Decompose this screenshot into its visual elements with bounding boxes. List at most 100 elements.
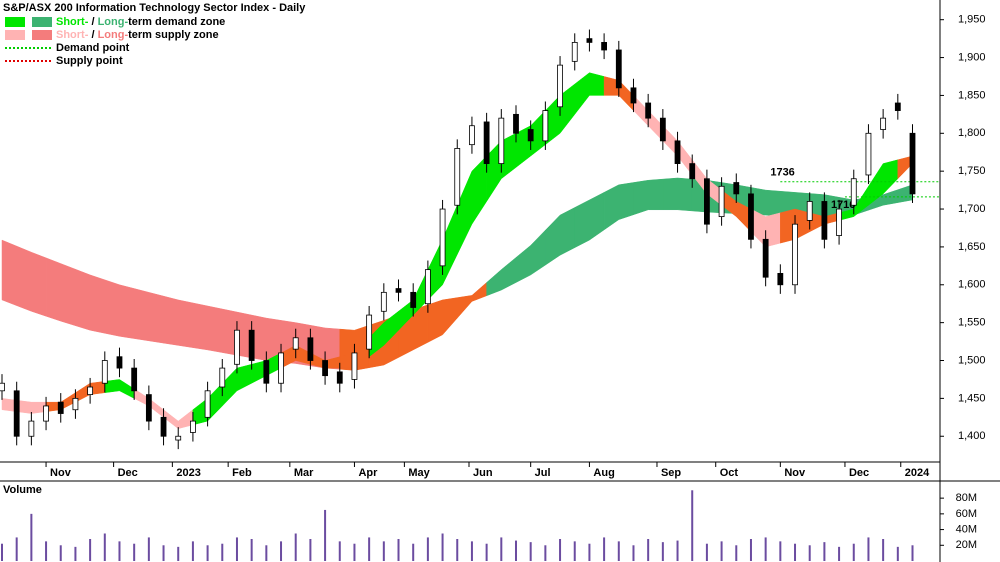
volume-bar — [852, 543, 855, 561]
volume-title: Volume — [3, 484, 42, 496]
candle-body — [101, 360, 108, 384]
candle-body — [674, 140, 681, 164]
candle-body — [160, 416, 167, 437]
volume-bar — [338, 541, 341, 561]
legend-part: / — [88, 16, 97, 28]
candle-body — [909, 132, 916, 195]
long-term-zone — [45, 257, 76, 327]
y-tick-label: 1,850 — [958, 89, 986, 101]
volume-bar — [485, 543, 488, 561]
x-tick-label: Jun — [473, 467, 493, 479]
candle-body — [116, 356, 123, 369]
reference-label: 1736 — [770, 167, 794, 179]
y-tick-label: 1,750 — [958, 165, 986, 177]
candle-body — [322, 360, 328, 377]
candle-body — [424, 269, 431, 305]
candle-body — [292, 337, 299, 350]
volume-bar — [911, 545, 914, 561]
legend-part: term demand zone — [128, 16, 225, 28]
x-tick-label: Oct — [720, 467, 739, 479]
volume-bar — [15, 537, 18, 561]
volume-bar — [720, 541, 723, 561]
candle-body — [57, 401, 64, 414]
volume-bar — [896, 546, 899, 561]
y-tick-label: 1,800 — [958, 127, 986, 139]
y-tick-label: 1,450 — [958, 392, 986, 404]
short-term-zone — [16, 399, 47, 414]
volume-bar — [838, 546, 841, 561]
candle-body — [821, 201, 828, 240]
volume-bar — [191, 541, 194, 561]
candle-body — [234, 329, 240, 365]
volume-bar — [544, 545, 547, 561]
long-term-zone — [133, 288, 164, 344]
x-tick-label: Sep — [661, 467, 681, 479]
candle-body — [542, 110, 549, 142]
volume-bar — [661, 542, 664, 561]
volume-bar — [426, 537, 429, 561]
candle-body — [880, 117, 887, 130]
volume-bar — [779, 541, 782, 561]
candle-body — [894, 102, 901, 111]
candle-body — [689, 163, 696, 180]
candle-body — [586, 38, 593, 43]
legend-part: Long- — [98, 16, 129, 28]
legend-part: Long- — [98, 29, 129, 41]
long-term-zone — [163, 295, 194, 348]
volume-bar — [324, 509, 327, 561]
candle-body — [704, 178, 710, 225]
candle-body — [410, 291, 417, 308]
candle-body — [28, 420, 35, 437]
volume-bar — [382, 541, 385, 561]
candle-body — [263, 360, 270, 384]
long-term-zone — [603, 182, 634, 231]
candle-body — [748, 193, 754, 240]
volume-bar — [30, 513, 33, 561]
long-term-zone — [662, 177, 693, 212]
volume-bar — [353, 543, 356, 561]
legend-part: Short- — [56, 29, 89, 41]
volume-bar — [294, 533, 297, 561]
volume-bar — [74, 546, 77, 561]
candle-body — [248, 329, 255, 361]
x-tick-label: Dec — [849, 467, 869, 479]
candle-body — [850, 178, 857, 206]
candle-body — [366, 314, 373, 350]
y-tick-label: 1,700 — [958, 203, 986, 215]
volume-bar — [559, 539, 562, 561]
candle-body — [806, 201, 813, 221]
short-term-zone — [163, 409, 194, 429]
candle-body — [43, 405, 49, 422]
volume-bar — [45, 541, 48, 561]
legend-label: Demand point — [56, 42, 130, 54]
volume-bar — [647, 539, 650, 561]
short-term-zone — [457, 155, 487, 255]
y-tick-label: 40M — [956, 523, 977, 535]
volume-bar — [603, 537, 606, 561]
candle-body — [601, 42, 608, 51]
x-tick-label: Feb — [232, 467, 252, 479]
legend-swatch — [5, 30, 25, 40]
x-tick-label: 2024 — [905, 467, 930, 479]
legend-part: Short- — [56, 16, 89, 28]
volume-bar — [529, 542, 532, 561]
volume-bar — [397, 539, 400, 561]
legend-part: term supply zone — [128, 29, 218, 41]
x-tick-label: Nov — [50, 467, 72, 479]
candle-body — [278, 352, 284, 384]
volume-bar — [867, 537, 870, 561]
candle-body — [571, 42, 578, 62]
volume-bar — [280, 541, 283, 561]
short-term-zone — [104, 379, 135, 399]
candle-body — [204, 390, 211, 418]
volume-bar — [441, 533, 444, 561]
y-tick-label: 1,500 — [958, 354, 986, 366]
volume-bar — [617, 541, 620, 561]
candle-body — [865, 132, 872, 176]
volume-bar — [764, 537, 767, 561]
candle-body — [659, 117, 666, 142]
volume-bar — [118, 541, 121, 561]
chart-title: S&P/ASX 200 Information Technology Secto… — [3, 2, 306, 14]
